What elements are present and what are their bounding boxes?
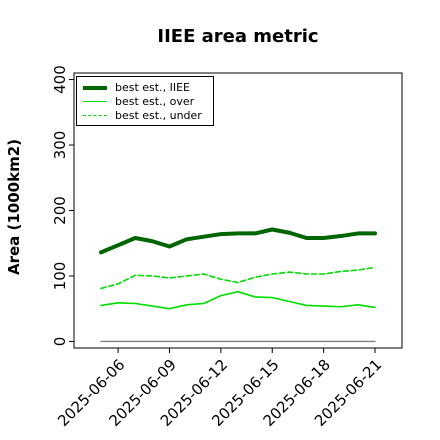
legend-swatch-iiee [83, 86, 107, 90]
series-line-0 [99, 227, 377, 255]
legend-swatch-over [83, 101, 107, 102]
chart-title: IIEE area metric [157, 26, 319, 47]
y-tick-label-2: 200 [51, 196, 69, 225]
y-tick-label-3: 300 [51, 131, 69, 160]
legend-swatch-under [83, 115, 107, 116]
series-line-2 [100, 266, 376, 290]
y-tick-label-0: 0 [51, 337, 69, 347]
legend-label-iiee: best est., IIEE [115, 81, 190, 94]
y-axis-label: Area (1000km2) [5, 138, 23, 276]
y-tick-label-1: 100 [51, 262, 69, 291]
x-axis: 2025-06-062025-06-092025-06-122025-06-15… [54, 348, 385, 430]
series-line-1 [100, 290, 376, 310]
legend: best est., IIEE best est., over best est… [76, 76, 214, 126]
y-axis: 0 100 200 300 400 [51, 65, 74, 346]
y-tick-label-4: 400 [51, 65, 69, 94]
legend-label-over: best est., over [115, 95, 195, 108]
legend-label-under: best est., under [115, 109, 202, 122]
series-layer [99, 227, 377, 343]
